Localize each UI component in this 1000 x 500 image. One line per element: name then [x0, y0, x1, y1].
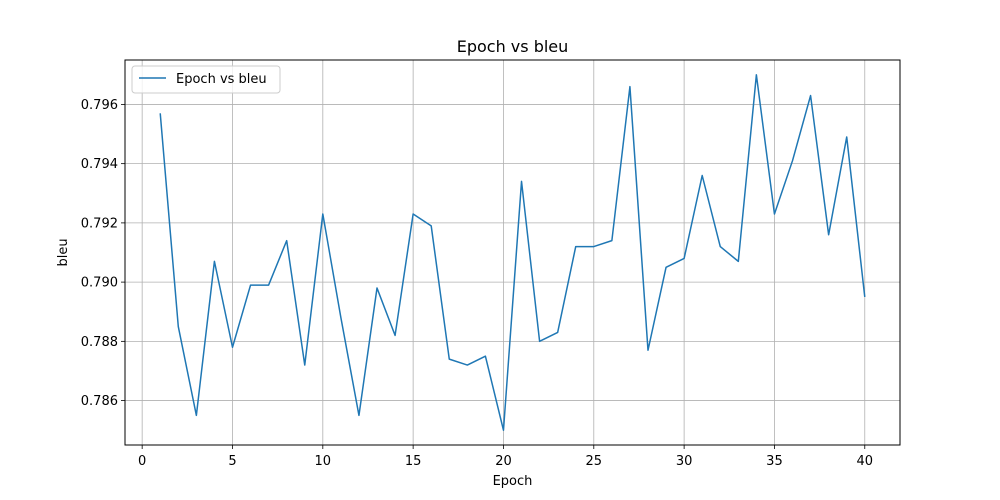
- legend: Epoch vs bleu: [131, 65, 281, 94]
- x-axis: 0 5 10 15 20 25 30 35 40: [138, 445, 873, 469]
- y-tick-label: 0.796: [81, 98, 118, 113]
- x-tick-label: 35: [766, 454, 783, 469]
- x-tick-label: 0: [138, 454, 146, 469]
- x-tick-label: 30: [676, 454, 693, 469]
- legend-box: [131, 65, 281, 94]
- legend-label: Epoch vs bleu: [176, 72, 267, 87]
- grid: [125, 60, 900, 445]
- y-tick-label: 0.790: [81, 276, 118, 291]
- y-axis: 0.786 0.788 0.790 0.792 0.794 0.796: [81, 98, 125, 409]
- x-axis-label: Epoch: [493, 474, 533, 489]
- x-tick-label: 5: [228, 454, 236, 469]
- y-tick-label: 0.786: [81, 394, 118, 409]
- y-tick-label: 0.788: [81, 335, 118, 350]
- y-tick-label: 0.794: [81, 157, 118, 172]
- y-axis-label: bleu: [56, 238, 71, 266]
- series-layer: [159, 74, 866, 431]
- x-tick-label: 15: [405, 454, 422, 469]
- x-tick-label: 20: [495, 454, 512, 469]
- y-tick-label: 0.792: [81, 216, 118, 231]
- x-tick-label: 10: [315, 454, 332, 469]
- plot-frame: [124, 59, 901, 446]
- series-line: [159, 74, 866, 431]
- x-tick-label: 25: [586, 454, 603, 469]
- chart-title: Epoch vs bleu: [457, 37, 569, 56]
- x-tick-label: 40: [856, 454, 873, 469]
